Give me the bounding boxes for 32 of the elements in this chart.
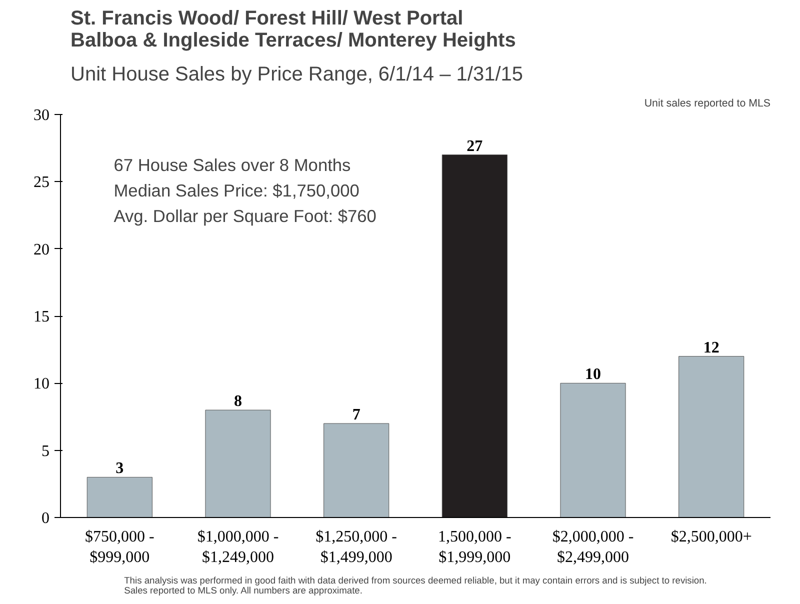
bar [86,476,152,518]
bar [678,356,744,518]
chart-title: St. Francis Wood/ Forest Hill/ West Portal Balboa & Ingleside Terraces/ Monterey Heights [70,8,516,52]
text: This analysis was performed in good faith with data derived from sources deemed reliable, but it may contain errors and is subject to revision. Sales reported to MLS only. All numbers are approximate. [124,576,707,596]
chart-subtitle: Unit House Sales by Price Range, 6/1/14 – 1/31/15 [70,64,523,86]
data-label: 12 [703,339,720,356]
annotation: Median Sales Price: $1,750,000 [114,180,360,200]
bar [560,382,626,518]
y-tick-label: 0 [42,510,50,527]
x-tick-label: 1,500,000 - $1,999,000 [438,528,512,566]
x-tick-label: $2,500,000+ [670,528,752,546]
bar [324,423,390,518]
y-tick-label: 5 [42,442,50,460]
data-label: 3 [116,460,124,478]
data-label: 7 [352,406,360,424]
annotation: Avg. Dollar per Square Foot: $760 [114,206,376,226]
x-tick-label: $1,250,000 - $1,499,000 [316,528,397,566]
annotation: 67 House Sales over 8 Months [114,154,352,175]
y-tick-label: 20 [34,241,50,258]
y-tick-label: 30 [34,107,50,124]
data-label: 27 [466,138,483,155]
x-tick-label: $1,000,000 - $1,249,000 [197,528,279,566]
x-tick-label: $750,000 - $999,000 [85,528,154,566]
x-tick-label: $2,000,000 - $2,499,000 [552,528,634,566]
bar [442,154,508,518]
data-label: 8 [234,393,242,410]
y-tick-label: 15 [34,308,50,326]
data-label: 10 [585,366,601,384]
bar [205,410,271,518]
y-tick-label: 10 [34,376,50,393]
y-tick-label: 25 [34,174,50,192]
text: Unit sales reported to MLS [644,98,771,110]
